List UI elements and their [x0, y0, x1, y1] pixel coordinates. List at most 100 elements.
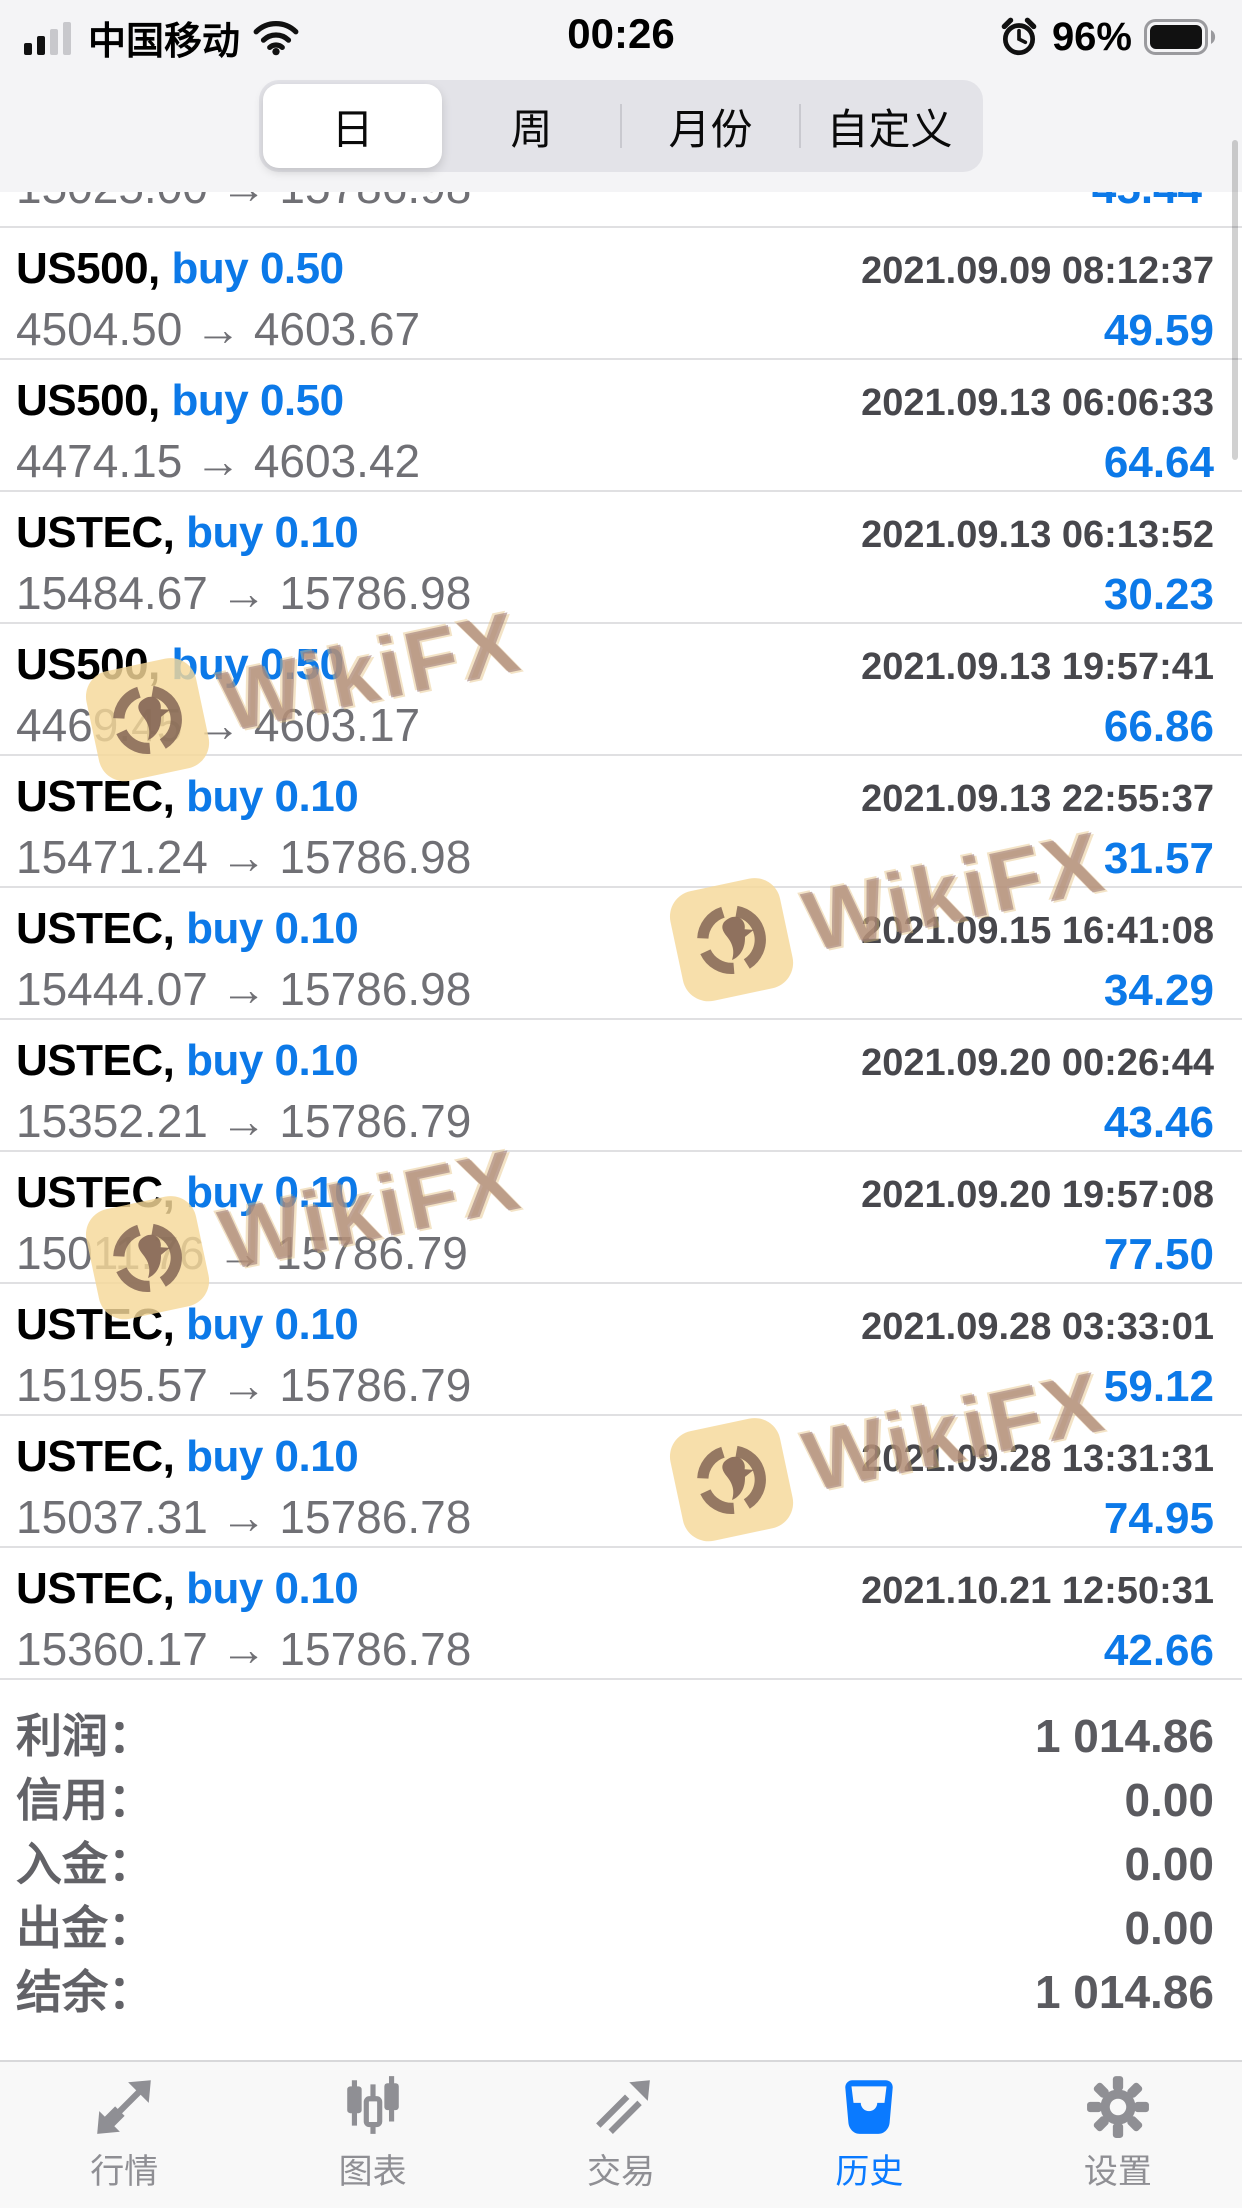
trade-prices: 15025.00 → 15786.98 — [16, 192, 471, 214]
segment-week[interactable]: 周 — [510, 105, 553, 153]
trade-prices: 15352.21 → 15786.79 — [16, 1095, 472, 1147]
summary-label: 结余： — [16, 1966, 154, 2018]
trade-row[interactable]: USTEC, buy 0.10 2021.09.20 00:26:44 1535… — [0, 1020, 1242, 1152]
trade-profit: 59.12 — [1103, 1362, 1214, 1411]
trade-row[interactable]: USTEC, buy 0.10 2021.09.20 19:57:08 1501… — [0, 1152, 1242, 1284]
segment-month[interactable]: 月份 — [620, 84, 800, 168]
tab-bar: 行情 图表 交易 历史 — [0, 2060, 1242, 2208]
trade-prices: 4469.45 → 4603.17 — [16, 699, 421, 751]
summary-row-withdrawal: 出金： 0.00 — [16, 1892, 1226, 1956]
trade-profit: 42.66 — [1103, 1626, 1214, 1675]
trade-close-time: 2021.09.20 19:57:08 — [861, 1174, 1214, 1216]
segmented-control: 日 周 月份 自定义 — [259, 80, 983, 172]
top-area: 中国移动 00:26 96% — [0, 0, 1242, 192]
cellular-signal-icon — [24, 22, 71, 55]
tab-label: 图表 — [338, 2153, 407, 2191]
history-list: 15025.00 → 15786.98 45.44 US500, buy 0.5… — [0, 192, 1242, 1680]
history-icon — [845, 2080, 894, 2134]
trade-profit: 43.46 — [1103, 1098, 1214, 1147]
trade-prices: 15471.24 → 15786.98 — [16, 831, 472, 883]
trade-row-clipped[interactable]: 15025.00 → 15786.98 45.44 — [0, 192, 1242, 228]
summary-value: 0.00 — [1124, 1774, 1214, 1826]
trade-symbol: US500, buy 0.50 — [16, 640, 344, 689]
summary-value: 1 014.86 — [1034, 1966, 1214, 2018]
trade-profit: 49.59 — [1103, 306, 1214, 355]
trade-prices: 4474.15 → 4603.42 — [16, 435, 421, 487]
summary-label: 入金： — [16, 1838, 154, 1890]
trade-profit: 45.44 — [1092, 192, 1214, 214]
wifi-icon — [253, 21, 299, 56]
trade-profit: 77.50 — [1103, 1230, 1214, 1279]
summary-row-balance: 结余： 1 014.86 — [16, 1956, 1226, 2020]
trade-symbol: USTEC, buy 0.10 — [16, 772, 359, 821]
trade-prices: 15195.57 → 15786.79 — [16, 1359, 472, 1411]
trade-close-time: 2021.09.28 03:33:01 — [861, 1306, 1214, 1348]
trade-close-time: 2021.09.09 08:12:37 — [861, 250, 1214, 292]
tab-trade[interactable]: 交易 — [497, 2062, 745, 2208]
tab-label: 行情 — [90, 2153, 159, 2191]
summary-label: 利润： — [16, 1710, 154, 1762]
summary-value: 0.00 — [1124, 1838, 1214, 1890]
tab-label: 历史 — [835, 2153, 904, 2191]
trade-row[interactable]: USTEC, buy 0.10 2021.09.13 22:55:37 1547… — [0, 756, 1242, 888]
trade-symbol: USTEC, buy 0.10 — [16, 508, 359, 557]
trade-prices: 15037.31 → 15786.78 — [16, 1491, 472, 1543]
trade-row[interactable]: US500, buy 0.50 2021.09.13 19:57:41 4469… — [0, 624, 1242, 756]
trade-close-time: 2021.09.20 00:26:44 — [861, 1042, 1214, 1084]
trade-close-time: 2021.09.13 19:57:41 — [861, 646, 1214, 688]
trade-symbol: USTEC, buy 0.10 — [16, 1036, 359, 1085]
quotes-icon — [97, 2080, 152, 2134]
trade-close-time: 2021.09.13 06:06:33 — [861, 382, 1214, 424]
trade-prices: 4504.50 → 4603.67 — [16, 303, 421, 355]
trade-row[interactable]: US500, buy 0.50 2021.09.09 08:12:37 4504… — [0, 228, 1242, 360]
trade-symbol: USTEC, buy 0.10 — [16, 1564, 359, 1613]
summary-row-credit: 信用： 0.00 — [16, 1764, 1226, 1828]
trade-row[interactable]: USTEC, buy 0.10 2021.10.21 12:50:31 1536… — [0, 1548, 1242, 1680]
scroll-indicator[interactable] — [1232, 140, 1238, 460]
trade-profit: 30.23 — [1103, 570, 1214, 619]
trade-symbol: USTEC, buy 0.10 — [16, 904, 359, 953]
summary-value: 0.00 — [1124, 1902, 1214, 1954]
trade-symbol: US500, buy 0.50 — [16, 376, 344, 425]
segment-day[interactable]: 日 — [263, 84, 442, 168]
summary-row-profit: 利润： 1 014.86 — [16, 1700, 1226, 1764]
battery-percent: 96% — [1051, 14, 1132, 59]
summary-value: 1 014.86 — [1034, 1710, 1214, 1762]
alarm-icon — [1001, 17, 1037, 56]
trade-profit: 31.57 — [1103, 834, 1214, 883]
segment-custom[interactable]: 自定义 — [799, 84, 979, 168]
trade-close-time: 2021.09.13 22:55:37 — [861, 778, 1214, 820]
trade-symbol: USTEC, buy 0.10 — [16, 1168, 359, 1217]
trade-close-time: 2021.09.13 06:13:52 — [861, 514, 1214, 556]
charts-icon — [346, 2076, 399, 2134]
trade-row[interactable]: USTEC, buy 0.10 2021.09.13 06:13:52 1548… — [0, 492, 1242, 624]
settings-icon — [1086, 2076, 1149, 2138]
trade-close-time: 2021.09.15 16:41:08 — [861, 910, 1214, 952]
tab-quotes[interactable]: 行情 — [0, 2062, 248, 2208]
trade-profit: 64.64 — [1103, 438, 1214, 487]
trade-prices: 15484.67 → 15786.98 — [16, 567, 472, 619]
trade-row[interactable]: USTEC, buy 0.10 2021.09.28 13:31:31 1503… — [0, 1416, 1242, 1548]
summary-row-deposit: 入金： 0.00 — [16, 1828, 1226, 1892]
tab-history[interactable]: 历史 — [745, 2062, 993, 2208]
tab-settings[interactable]: 设置 — [994, 2062, 1242, 2208]
trade-profit: 34.29 — [1103, 966, 1214, 1015]
battery-icon — [1144, 19, 1216, 55]
trade-prices: 15011.76 → 15786.79 — [16, 1227, 468, 1279]
trade-row[interactable]: USTEC, buy 0.10 2021.09.28 03:33:01 1519… — [0, 1284, 1242, 1416]
trade-profit: 66.86 — [1103, 702, 1214, 751]
summary-label: 信用： — [16, 1774, 154, 1826]
trade-symbol: USTEC, buy 0.10 — [16, 1300, 359, 1349]
summary-label: 出金： — [16, 1902, 154, 1954]
tab-label: 交易 — [587, 2153, 656, 2191]
account-summary: 利润： 1 014.86 信用： 0.00 入金： 0.00 出金： 0.00 … — [0, 1680, 1242, 2020]
status-bar: 中国移动 00:26 96% — [0, 0, 1242, 68]
trade-icon — [596, 2080, 650, 2134]
period-filter: 日 周 月份 自定义 — [0, 68, 1242, 192]
trade-row[interactable]: USTEC, buy 0.10 2021.09.15 16:41:08 1544… — [0, 888, 1242, 1020]
carrier-label: 中国移动 — [88, 20, 241, 63]
tab-charts[interactable]: 图表 — [248, 2062, 496, 2208]
trade-row[interactable]: US500, buy 0.50 2021.09.13 06:06:33 4474… — [0, 360, 1242, 492]
trade-profit: 74.95 — [1103, 1494, 1214, 1543]
